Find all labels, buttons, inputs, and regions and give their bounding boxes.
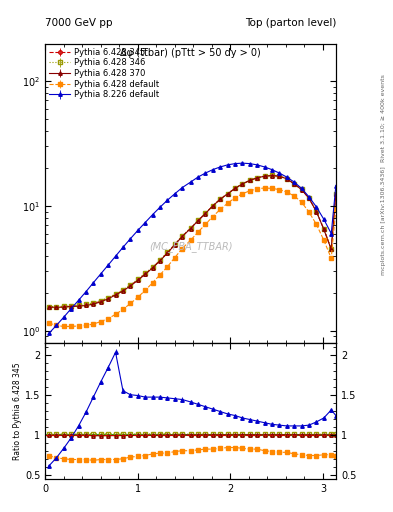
Text: (MC_FBA_TTBAR): (MC_FBA_TTBAR) bbox=[149, 242, 232, 252]
Y-axis label: Ratio to Pythia 6.428 345: Ratio to Pythia 6.428 345 bbox=[13, 362, 22, 460]
Text: Top (parton level): Top (parton level) bbox=[244, 18, 336, 28]
Text: 7000 GeV pp: 7000 GeV pp bbox=[45, 18, 113, 28]
Legend: Pythia 6.428 345, Pythia 6.428 346, Pythia 6.428 370, Pythia 6.428 default, Pyth: Pythia 6.428 345, Pythia 6.428 346, Pyth… bbox=[48, 46, 160, 101]
Text: mcplots.cern.ch [arXiv:1306.3436]: mcplots.cern.ch [arXiv:1306.3436] bbox=[381, 166, 386, 274]
Text: Δφ (tt̅bar) (pTtt > 50 dy > 0): Δφ (tt̅bar) (pTtt > 50 dy > 0) bbox=[120, 48, 261, 58]
Text: Rivet 3.1.10; ≥ 400k events: Rivet 3.1.10; ≥ 400k events bbox=[381, 74, 386, 162]
